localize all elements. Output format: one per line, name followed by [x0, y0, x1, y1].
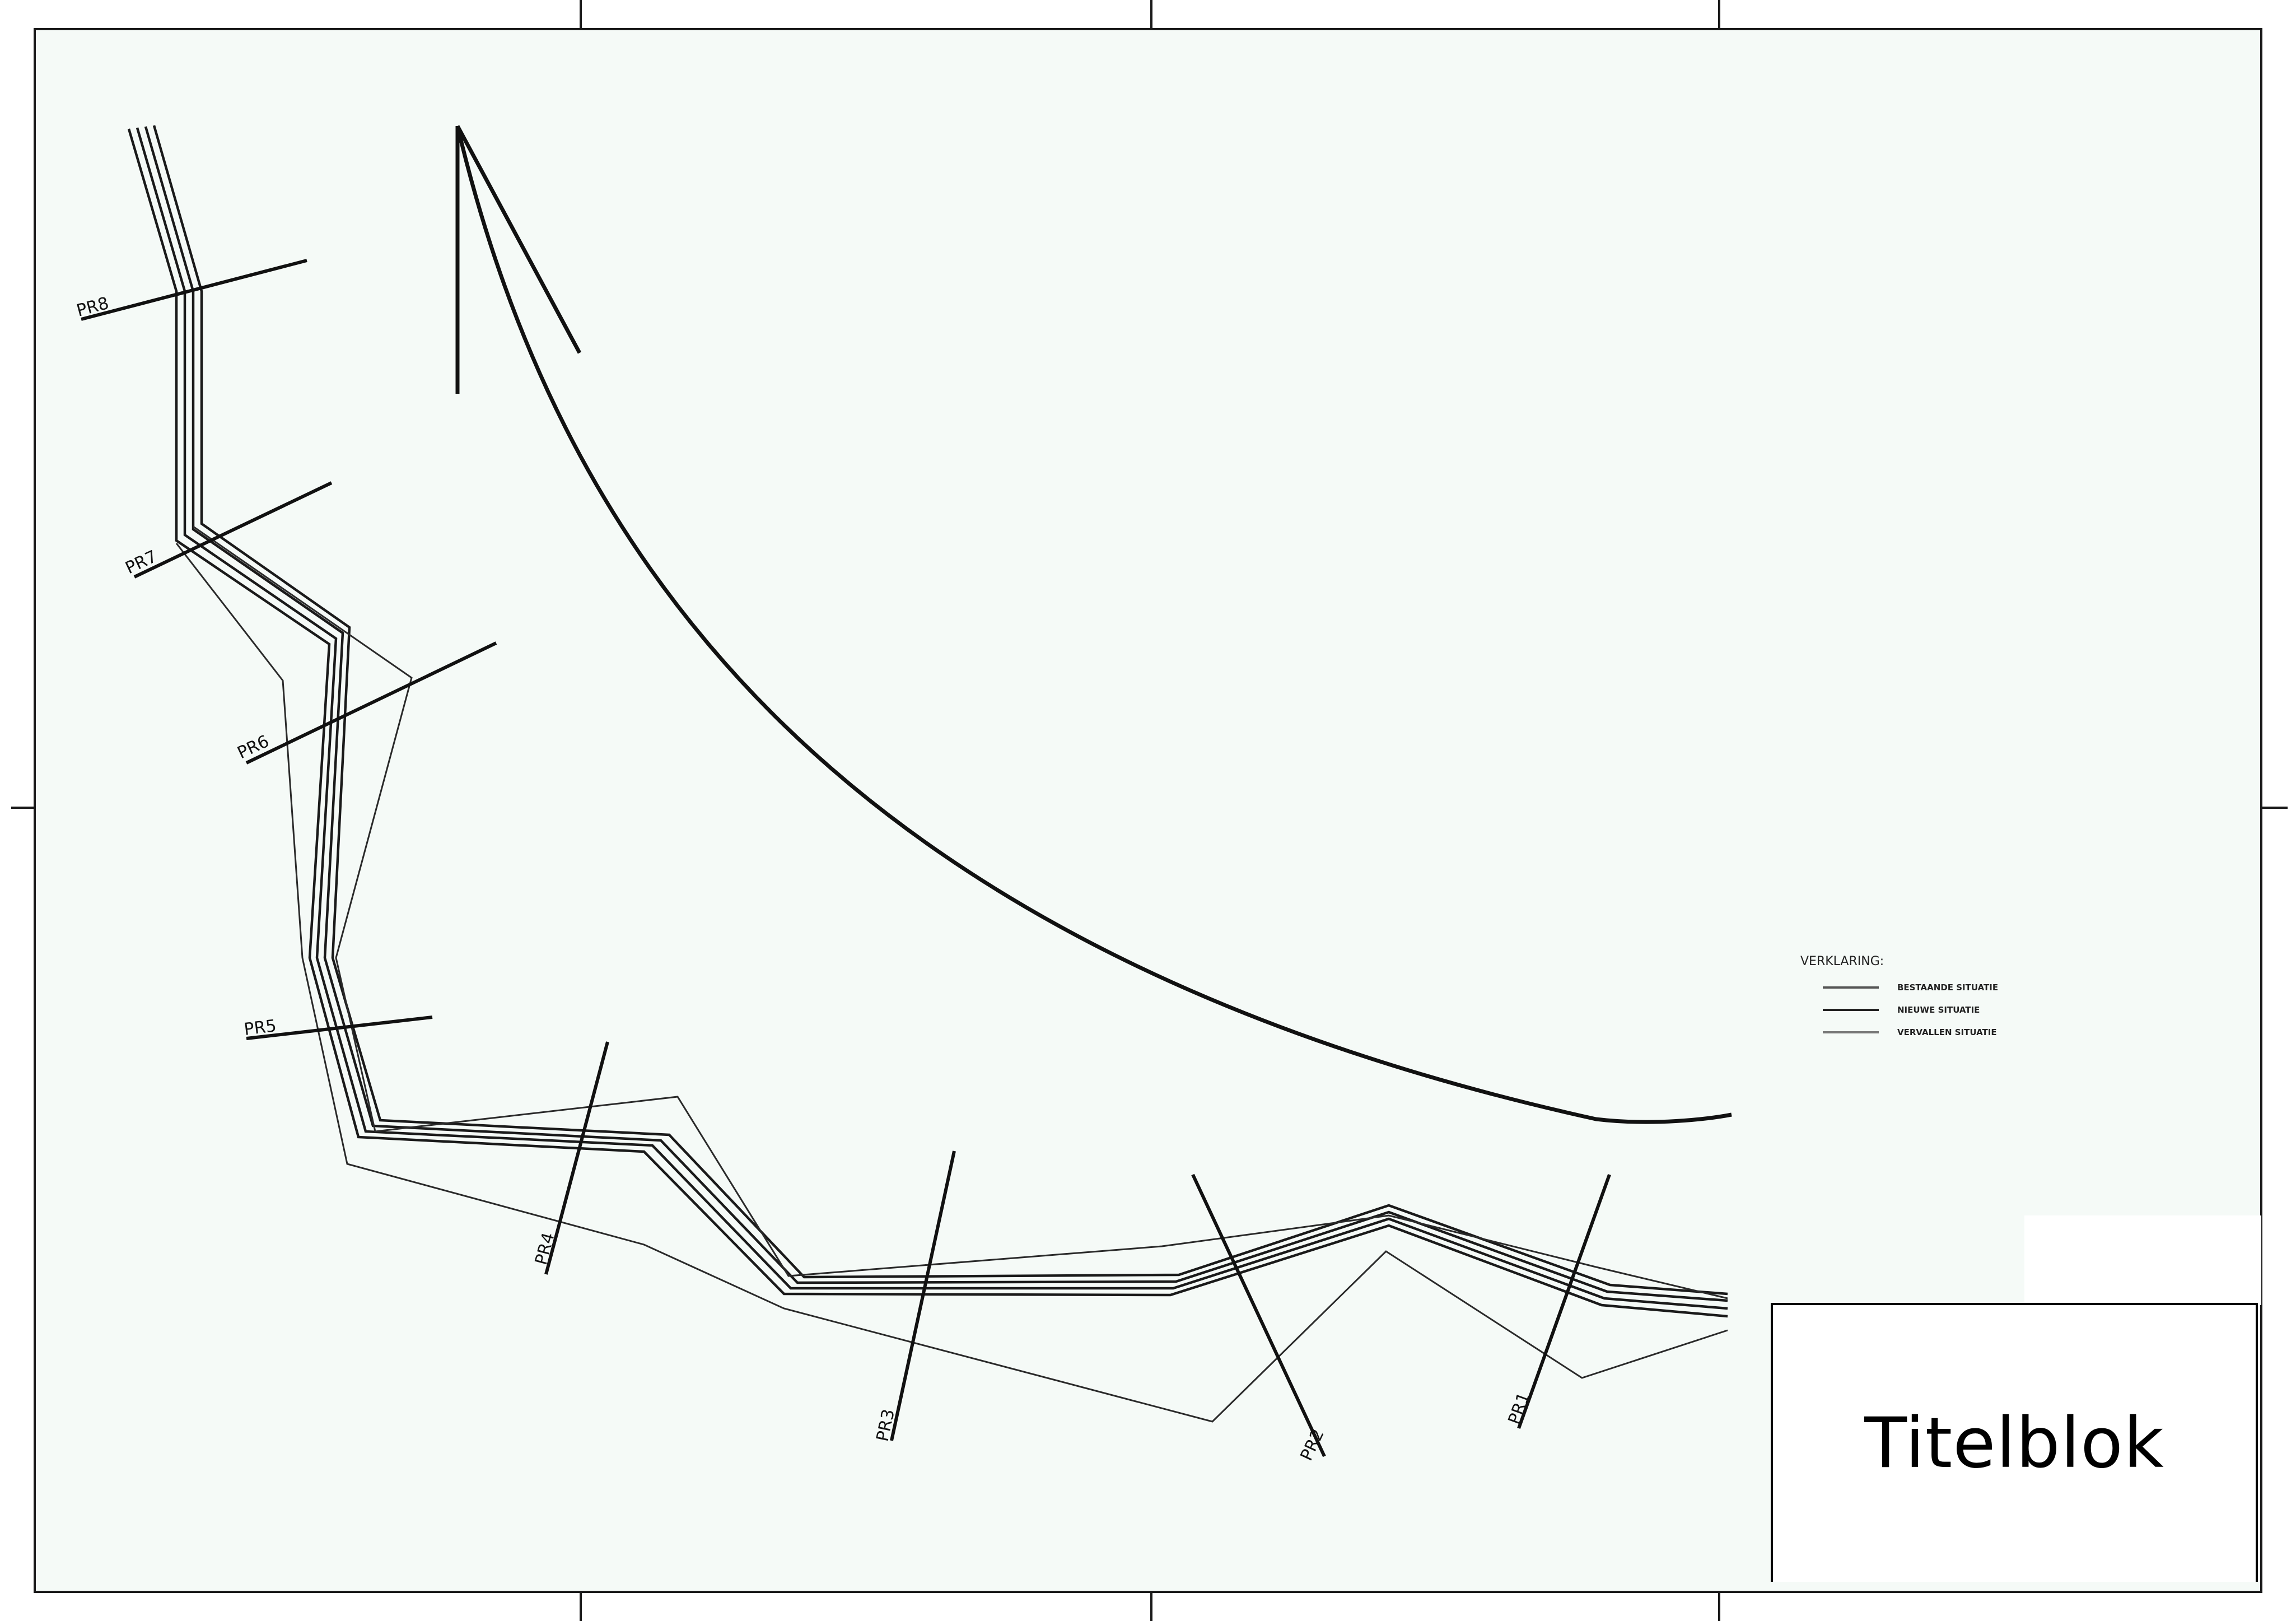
profile-line-pr2: [1191, 1173, 1326, 1457]
profile-label-pr5: PR5: [243, 1016, 278, 1040]
legend-label-new: NIEUWE SITUATIE: [1897, 1005, 1980, 1015]
profile-line-pr8: [81, 259, 307, 321]
arc-figure: [455, 125, 1732, 1124]
title-block: Titelblok: [1771, 1303, 2258, 1582]
existing-alignment: [175, 525, 1728, 1423]
inner-alignment: [193, 525, 1728, 1299]
frame-ticks: [11, 0, 2288, 1621]
profile-line-pr4: [544, 1041, 609, 1275]
profile-lines: [81, 259, 1611, 1457]
legend-label-existing: BESTAANDE SITUATIE: [1897, 982, 1998, 993]
arc-diagonal-stem: [455, 125, 582, 354]
profile-line-pr6: [245, 641, 497, 765]
profile-line-pr7: [133, 481, 333, 579]
legend: VERKLARING: BESTAANDE SITUATIE NIEUWE SI…: [1800, 954, 1998, 1037]
arc-curve: [455, 125, 1732, 1124]
title-block-label: Titelblok: [1864, 1403, 2164, 1484]
outer-alignment: [175, 543, 1728, 1423]
profile-line-pr5: [246, 1016, 433, 1040]
profile-line-pr3: [890, 1150, 956, 1441]
profile-line-pr1: [1517, 1173, 1611, 1429]
legend-label-removed: VERVALLEN SITUATIE: [1897, 1027, 1997, 1037]
title-block-notch: [2024, 1215, 2261, 1305]
legend-title: VERKLARING:: [1800, 954, 1884, 968]
